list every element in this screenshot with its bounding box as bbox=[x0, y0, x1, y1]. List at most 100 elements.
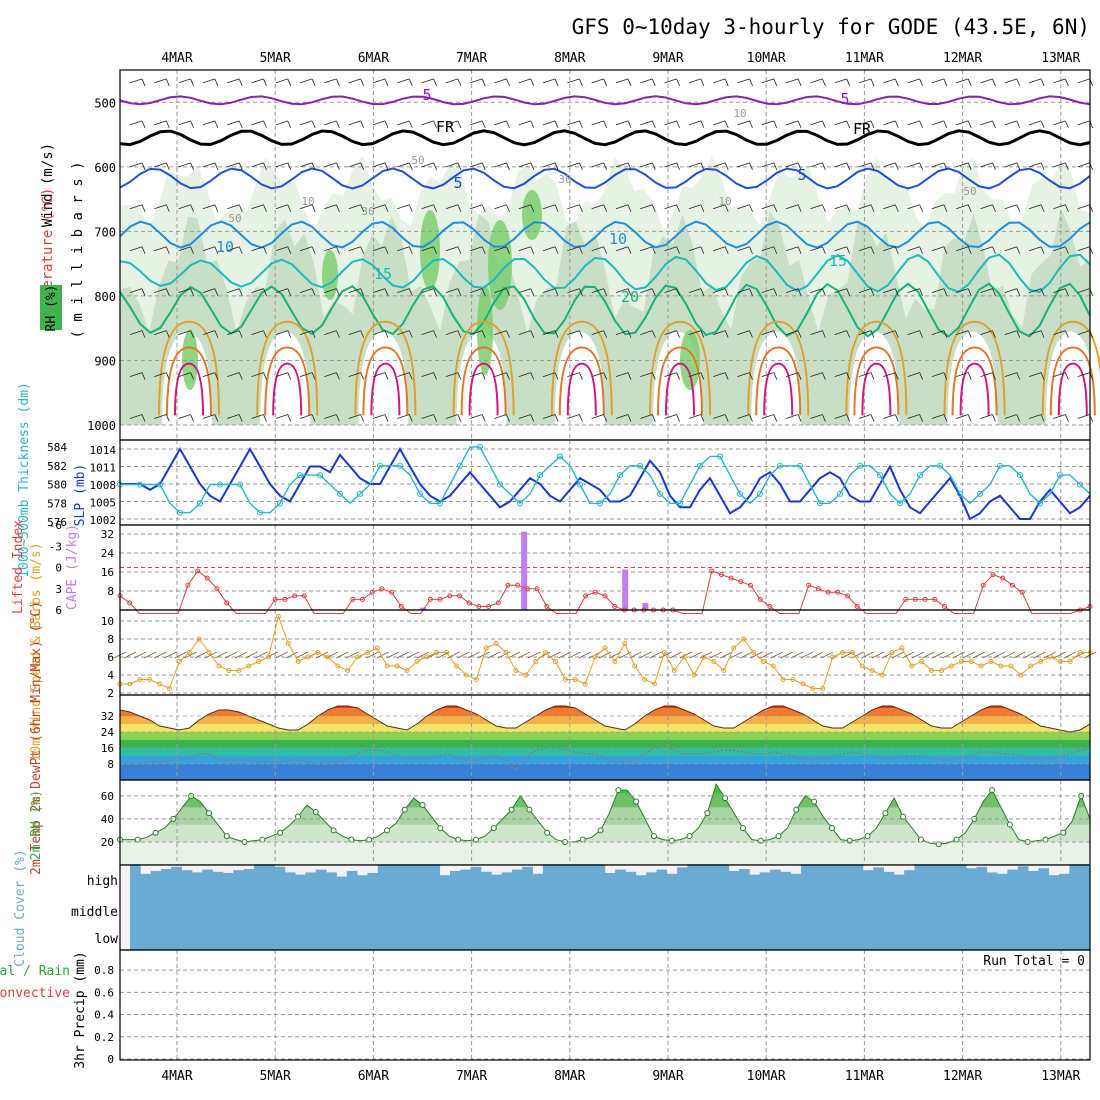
wind-barb bbox=[956, 288, 969, 294]
surface-barb bbox=[376, 651, 389, 659]
wind-barb bbox=[494, 330, 507, 336]
wind-barb bbox=[397, 372, 410, 377]
rh-point bbox=[989, 787, 996, 794]
precip-total-legend: Total / Rain bbox=[0, 964, 70, 979]
rh-point bbox=[152, 829, 159, 836]
wind-barb bbox=[834, 246, 847, 252]
wind-barb bbox=[1028, 120, 1042, 126]
wind-barb-flag bbox=[700, 246, 705, 254]
wind-barb-flag bbox=[603, 162, 608, 170]
wind-barb-flag bbox=[481, 204, 486, 212]
wind-barb-flag bbox=[481, 78, 486, 87]
wind-barb bbox=[470, 162, 483, 168]
wind-barb-flag bbox=[506, 204, 510, 212]
wind-speed-point bbox=[444, 650, 450, 655]
wind-barb bbox=[956, 372, 969, 377]
surface-barb bbox=[416, 651, 430, 659]
wind-barb bbox=[348, 204, 361, 210]
thickness-point bbox=[577, 481, 583, 488]
rh-point bbox=[650, 833, 657, 840]
cloud-high-bar bbox=[532, 873, 544, 892]
warm-isotherm bbox=[763, 362, 794, 416]
wind-barb-flag bbox=[1016, 288, 1021, 296]
wind-barb bbox=[931, 372, 945, 377]
wind-speed-point bbox=[355, 654, 361, 660]
wind-barb bbox=[251, 120, 264, 126]
wind-barb-flag bbox=[530, 120, 535, 129]
cloud-high-bar bbox=[924, 864, 936, 892]
rh-point bbox=[472, 836, 479, 843]
surface-barb bbox=[740, 651, 753, 659]
precip-tick-label: 0.6 bbox=[94, 986, 114, 999]
wind-barb-flag bbox=[651, 162, 656, 170]
wind-barb bbox=[834, 162, 847, 168]
surface-barb bbox=[487, 651, 501, 659]
wind-barb bbox=[227, 414, 240, 419]
pressure-tick-label: 700 bbox=[94, 225, 116, 239]
thickness-point bbox=[277, 500, 283, 507]
warm-isotherm bbox=[256, 320, 319, 416]
wind-barb-flag bbox=[384, 288, 389, 296]
wind-barb bbox=[761, 78, 774, 84]
contour-label: 30 bbox=[558, 173, 571, 186]
wind-speed-point bbox=[790, 677, 796, 682]
wind-barb bbox=[1004, 288, 1017, 294]
wind-barb bbox=[1004, 162, 1017, 168]
wind-barb bbox=[202, 372, 216, 377]
isotherm-line bbox=[119, 167, 1091, 190]
wind-barb-flag bbox=[360, 204, 365, 212]
rh-point bbox=[490, 825, 497, 832]
wind-barb bbox=[664, 288, 677, 294]
thickness-line bbox=[120, 446, 1091, 514]
wind-barb bbox=[129, 78, 143, 84]
wind-barb-flag bbox=[967, 330, 972, 338]
wind-barb-flag bbox=[1016, 204, 1021, 212]
wind-barb bbox=[737, 414, 750, 419]
wind-barb-flag bbox=[676, 162, 680, 170]
wind-speed-point bbox=[463, 672, 469, 678]
wind-barb-flag bbox=[214, 204, 219, 212]
wind-barb bbox=[227, 162, 240, 168]
rh-tick-label: 40 bbox=[101, 813, 114, 826]
lifted-index-point bbox=[301, 593, 307, 599]
wind-barb bbox=[858, 288, 872, 294]
contour-label: 50 bbox=[411, 154, 424, 167]
wind-barb-flag bbox=[287, 330, 292, 338]
rh-point bbox=[455, 836, 462, 843]
wind-barb-flag bbox=[554, 288, 559, 296]
wind-barb-flag bbox=[263, 162, 267, 170]
wind-barb bbox=[664, 78, 677, 84]
date-label-bottom: 13MAR bbox=[1041, 1069, 1080, 1084]
wind-barb-flag bbox=[943, 288, 948, 296]
wind-barb bbox=[785, 204, 799, 210]
wind-barb-flag bbox=[773, 288, 778, 296]
cloud-high-bar bbox=[511, 869, 523, 892]
wind-barb bbox=[1053, 78, 1066, 84]
cloud-high-bar bbox=[728, 871, 740, 892]
wind-barb bbox=[251, 372, 264, 377]
wind-barb bbox=[713, 330, 726, 336]
wind-barb bbox=[251, 246, 264, 252]
wind-barb bbox=[202, 162, 216, 168]
thickness-point bbox=[697, 462, 703, 469]
cloud-high-bar bbox=[408, 864, 420, 892]
wind-barb-flag bbox=[190, 246, 194, 254]
wind-barb bbox=[324, 414, 337, 419]
precip-tick-label: 0.2 bbox=[94, 1031, 114, 1044]
temp-band bbox=[120, 706, 1090, 708]
wind-barb-flag bbox=[1016, 78, 1021, 87]
wind-barb bbox=[275, 162, 288, 168]
wind-speed-point bbox=[513, 668, 519, 673]
thickness-point bbox=[1017, 472, 1023, 479]
lifted-index-point bbox=[932, 596, 938, 602]
wind-barb-flag bbox=[360, 288, 365, 296]
temp-tick-label: 32 bbox=[101, 710, 114, 723]
cloud-high-bar bbox=[1017, 866, 1029, 892]
wind-barb bbox=[640, 414, 653, 419]
thickness-point bbox=[397, 462, 403, 469]
cloud-high-bar bbox=[945, 864, 957, 892]
cloud-high-bar bbox=[357, 875, 368, 892]
temp-tick-label: 24 bbox=[101, 726, 115, 739]
wind-barb bbox=[810, 288, 823, 294]
